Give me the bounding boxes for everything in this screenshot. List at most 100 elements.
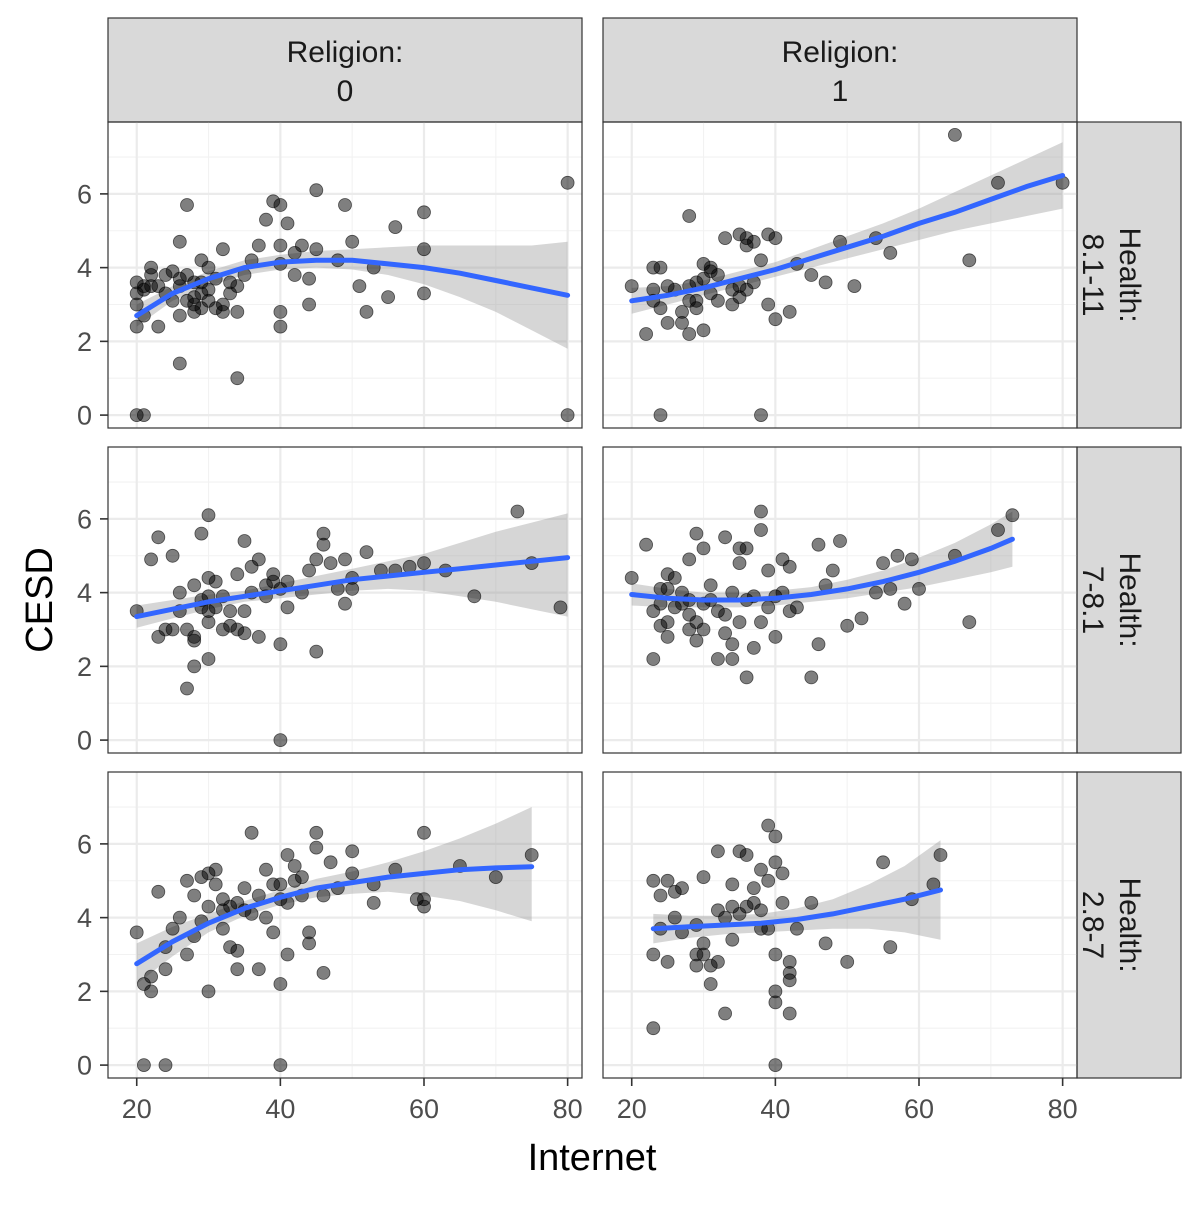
data-point [711, 955, 725, 969]
fit-line [134, 864, 535, 967]
data-point [215, 242, 230, 257]
data-point [746, 234, 761, 249]
data-point [316, 537, 331, 552]
y-tick-label: 0 [77, 1051, 92, 1081]
data-point [144, 552, 159, 567]
data-point [646, 1021, 661, 1036]
data-point [208, 862, 223, 877]
data-point [768, 231, 783, 246]
data-point [782, 304, 797, 319]
x-tick-label: 40 [265, 1094, 295, 1124]
data-point [991, 523, 1005, 537]
data-point [201, 899, 216, 914]
strip-religion-1: Religion: 1 [602, 17, 1078, 123]
y-tick-label: 2 [77, 652, 92, 682]
data-point [294, 870, 309, 884]
data-point [660, 955, 675, 969]
x-tick-label: 20 [617, 1094, 647, 1124]
data-point [653, 260, 668, 275]
fit-line [629, 173, 1066, 304]
x-axis-col-1: 20 40 60 80 [122, 1078, 583, 1124]
data-point [761, 297, 776, 312]
data-point [251, 238, 266, 253]
data-point [962, 253, 977, 268]
y-axis-title: CESD [19, 547, 61, 653]
data-point [782, 559, 797, 574]
data-point [352, 279, 367, 294]
data-point [746, 641, 761, 655]
data-point [624, 279, 639, 294]
data-point [251, 552, 266, 567]
data-point [237, 626, 252, 641]
y-axis-row-3: 0 2 4 6 [77, 829, 108, 1081]
data-point [381, 290, 396, 305]
data-point [359, 545, 374, 559]
data-point [302, 925, 317, 940]
x-tick-label: 60 [409, 1094, 439, 1124]
data-point [230, 304, 245, 319]
data-point [230, 943, 245, 958]
data-point [273, 198, 288, 212]
data-point [883, 582, 898, 596]
data-point [711, 652, 725, 666]
data-point [180, 873, 194, 888]
data-point [962, 615, 977, 629]
data-point [287, 859, 302, 873]
data-point [172, 308, 187, 323]
fit-line [134, 257, 571, 319]
data-point [711, 844, 725, 859]
data-point [818, 275, 833, 290]
data-point [696, 870, 711, 884]
data-point [718, 231, 732, 246]
data-point [287, 268, 302, 282]
data-point [660, 630, 675, 644]
data-point [273, 238, 288, 253]
data-point [259, 910, 273, 925]
data-point [912, 582, 926, 596]
strip-label-prefix: Health: [1113, 877, 1146, 972]
data-point [725, 652, 740, 666]
data-point [201, 260, 216, 275]
data-point [201, 984, 216, 999]
data-point [158, 962, 173, 977]
data-point [237, 534, 252, 548]
strip-label-level: 0 [337, 75, 354, 108]
confidence-band [136, 513, 568, 628]
data-point [761, 873, 776, 888]
panel-religion-0-health-8.1-11 [107, 121, 583, 429]
data-point [194, 526, 209, 541]
y-tick-label: 4 [77, 578, 92, 608]
data-point [345, 866, 360, 881]
data-point [144, 984, 159, 999]
data-point [187, 888, 202, 903]
data-point [338, 596, 352, 611]
data-point [187, 659, 202, 674]
data-point [804, 896, 819, 910]
data-point [273, 977, 288, 991]
data-point [208, 574, 223, 589]
data-point [208, 877, 223, 892]
strip-label-prefix: Health: [1113, 227, 1146, 322]
data-point [768, 855, 783, 870]
data-point [739, 670, 754, 685]
data-point [825, 563, 840, 578]
data-point [338, 198, 352, 212]
data-point [345, 234, 360, 249]
data-point [309, 825, 324, 840]
data-point [345, 844, 360, 859]
data-point [165, 622, 180, 637]
panel-religion-0-health-7-8.1 [107, 446, 583, 754]
data-point [560, 408, 575, 423]
data-point [417, 825, 431, 840]
data-point [553, 600, 568, 615]
data-point [811, 637, 826, 652]
data-point [904, 552, 919, 567]
data-point [732, 556, 747, 570]
data-point [417, 899, 431, 914]
data-point [144, 260, 159, 275]
data-point [417, 286, 431, 301]
data-point [711, 268, 725, 282]
